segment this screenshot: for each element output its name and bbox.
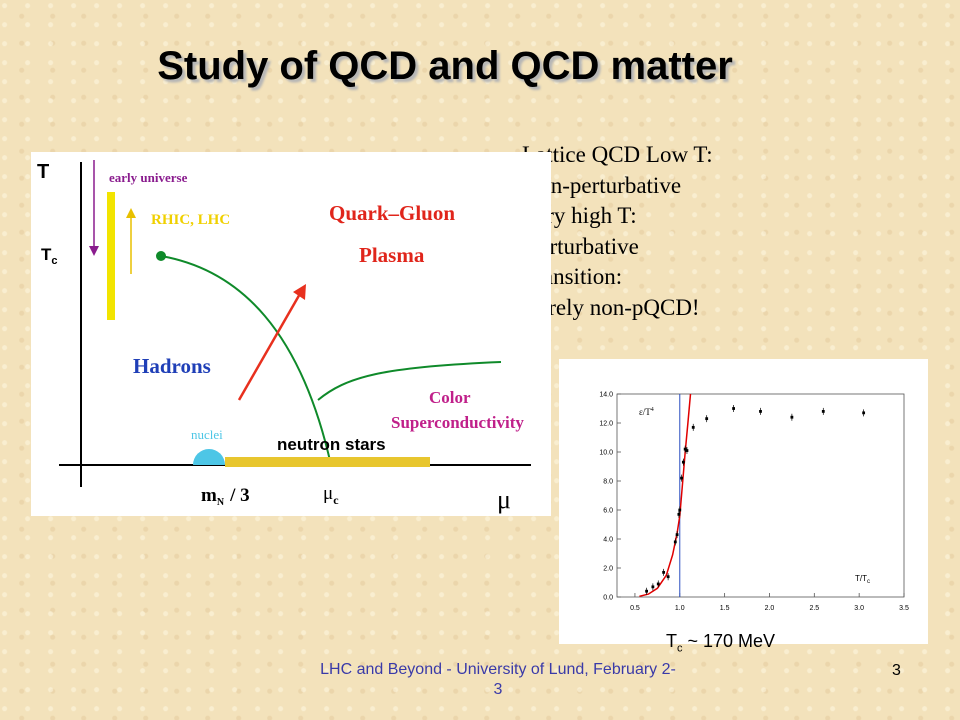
early-universe-arrowhead (89, 246, 99, 256)
y-tick-label: 0.0 (603, 595, 613, 602)
data-point (675, 533, 679, 537)
plot-ylabel: ε/T4 (639, 407, 654, 417)
color-sc-label-line1: Color (429, 388, 471, 407)
qcd-phase-diagram: T Tc μ mN/ 3 μc early universe RHIC, LHC… (31, 152, 551, 516)
trajectory-arrow (237, 291, 303, 401)
tc-caption-main: T (666, 631, 677, 651)
plot-xlabel: T/Tc (855, 574, 870, 585)
neutron-star-band (225, 457, 430, 467)
nuclei-label: nuclei (191, 427, 223, 442)
phase-diagram-svg: T Tc μ mN/ 3 μc early universe RHIC, LHC… (37, 160, 531, 514)
y-tick-label: 6.0 (603, 508, 613, 515)
t-axis-label: T (37, 161, 49, 183)
y-tick-label: 4.0 (603, 537, 613, 544)
tc-caption-sub: c (677, 642, 683, 655)
data-point (666, 575, 670, 579)
qgp-label-line1: Quark–Gluon (329, 201, 455, 225)
qgp-label-line2: Plasma (359, 243, 425, 267)
tc-sub: c (51, 255, 57, 267)
x-tick-label: 2.0 (765, 605, 775, 612)
rhic-lhc-label: RHIC, LHC (151, 212, 230, 228)
mn-label: mN / 3 (201, 485, 250, 508)
x-tick-label: 3.5 (899, 605, 909, 612)
y-tick-label: 12.0 (599, 421, 613, 428)
plot-frame (616, 393, 905, 598)
data-point (732, 407, 735, 410)
mn-suffix: / 3 (229, 485, 250, 506)
xlabel-main: T/T (855, 574, 867, 583)
ylabel-sup: 4 (651, 407, 654, 413)
note-line: surely non-pQCD! (522, 294, 700, 320)
data-point (656, 582, 660, 586)
data-point (705, 417, 709, 421)
mn-main: m (201, 485, 217, 506)
y-tick-label: 10.0 (599, 450, 613, 457)
note-line: non-perturbative (522, 172, 682, 198)
muc-sub: c (333, 493, 339, 507)
x-tick-label: 1.0 (675, 605, 685, 612)
phase-boundary-line (160, 255, 332, 466)
color-sc-label-line2: Superconductivity (391, 413, 524, 432)
tc-caption-value: ~ 170 MeV (682, 631, 776, 651)
footer-text: LHC and Beyond - University of Lund, Feb… (320, 661, 676, 698)
lattice-plot-svg: 0.5 1.0 1.5 2.0 2.5 3.0 3.5 0.0 2.0 4.0 6.0 8.0 10.0… (599, 392, 909, 613)
xlabel-sub: c (867, 579, 870, 585)
data-point (691, 425, 695, 429)
y-tick-label: 8.0 (603, 479, 613, 486)
x-tick-label: 1.5 (720, 605, 730, 612)
data-point (662, 570, 666, 574)
data-point (651, 585, 655, 589)
data-point (645, 589, 648, 593)
data-point (673, 540, 677, 544)
nuclei-marker (193, 449, 225, 465)
muc-label: μc (323, 483, 339, 507)
rhic-lhc-arrowhead (126, 208, 136, 218)
hadrons-label: Hadrons (133, 354, 211, 378)
early-universe-label: early universe (109, 170, 188, 185)
critical-point (156, 251, 166, 261)
mn-sub: N (217, 497, 225, 508)
y-tick-label: 14.0 (599, 392, 613, 399)
data-point (681, 460, 685, 464)
note-line: Lattice QCD Low T: (522, 142, 713, 167)
ylabel-main: ε/T (639, 407, 651, 417)
csc-boundary-line (317, 361, 502, 401)
rhic-lhc-bar (107, 192, 115, 320)
data-point (680, 476, 683, 480)
page-number: 3 (892, 662, 901, 679)
fit-curve (639, 393, 692, 598)
data-point (821, 410, 825, 413)
data-point (685, 449, 689, 452)
mu-axis-label: μ (497, 485, 511, 514)
data-point (790, 415, 794, 419)
data-point (677, 512, 681, 516)
data-point (683, 447, 687, 451)
data-point (759, 410, 762, 413)
slide-title: Study of QCD and QCD matter (157, 44, 733, 88)
muc-main: μ (323, 483, 333, 504)
data-point (862, 411, 866, 415)
x-tick-label: 2.5 (809, 605, 819, 612)
tc-main: T (41, 245, 52, 264)
neutron-stars-label: neutron stars (277, 435, 386, 454)
x-tick-label: 3.0 (854, 605, 864, 612)
tc-label: Tc (41, 245, 58, 267)
tc-caption: Tc ~ 170 MeV (666, 631, 775, 655)
x-tick-label: 0.5 (630, 605, 640, 612)
trajectory-arrowhead (293, 284, 306, 300)
lattice-energy-density-plot: 0.5 1.0 1.5 2.0 2.5 3.0 3.5 0.0 2.0 4.0 6.0 8.0 10.0… (559, 359, 928, 644)
data-point (678, 508, 682, 512)
y-tick-label: 2.0 (603, 566, 613, 573)
